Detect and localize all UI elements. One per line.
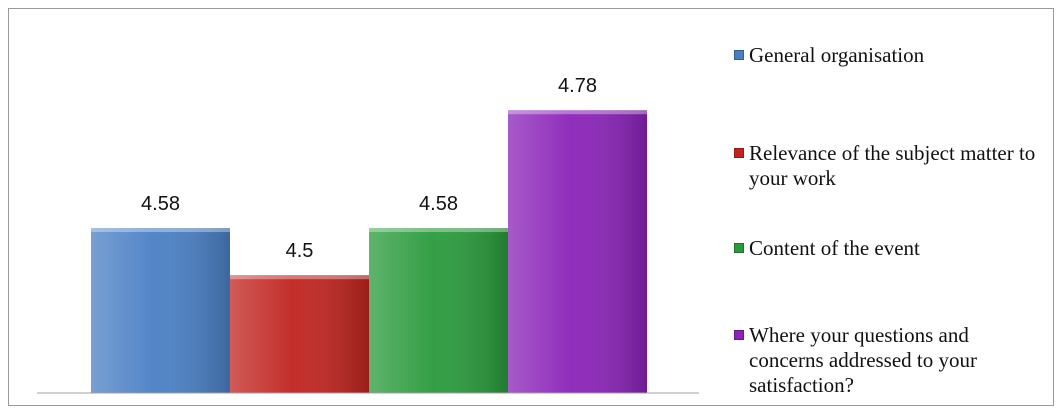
bar-value-label: 4.58 [419, 193, 458, 215]
bar-top-bevel [230, 275, 369, 280]
legend-swatch-green [734, 243, 744, 253]
bar-highlight [508, 110, 647, 394]
bar [91, 228, 230, 393]
legend-swatch-red [734, 148, 744, 158]
bar-top-bevel [508, 110, 647, 115]
bars-layer [91, 110, 647, 394]
bar [508, 110, 647, 394]
bar [369, 228, 508, 393]
legend-label: Relevance of the subject matter to your … [749, 141, 1036, 190]
value-labels-layer: 4.58 4.5 4.58 4.78 [141, 75, 597, 262]
bar [230, 275, 369, 393]
bar-plot: 4.58 4.5 4.58 4.78 [37, 75, 699, 394]
legend-item-relevance: Relevance of the subject matter to your … [734, 141, 1039, 191]
legend-label: General organisation [749, 43, 925, 67]
legend-label: Where your questions and concerns addres… [749, 323, 978, 397]
bar-top-bevel [369, 228, 508, 233]
legend-label: Content of the event [749, 236, 920, 260]
bar-highlight [230, 275, 369, 393]
bar-value-label: 4.5 [286, 240, 314, 262]
legend-swatch-purple [734, 330, 744, 340]
legend-swatch-blue [734, 50, 744, 60]
legend-item-questions: Where your questions and concerns addres… [734, 323, 1039, 398]
bar-highlight [369, 228, 508, 393]
bar-value-label: 4.78 [558, 75, 597, 97]
legend-item-content: Content of the event [734, 236, 1039, 261]
bar-top-bevel [91, 228, 230, 233]
bar-value-label: 4.58 [141, 193, 180, 215]
legend-item-general-organisation: General organisation [734, 43, 1039, 68]
bar-highlight [91, 228, 230, 393]
chart-frame: 4.58 4.5 4.58 4.78 General organisation Rel… [8, 8, 1054, 406]
